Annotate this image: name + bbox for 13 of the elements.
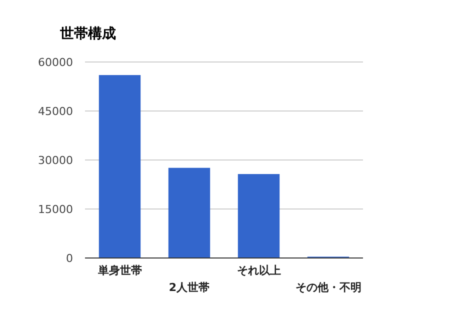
x-tick-label: 単身世帯 bbox=[96, 264, 142, 277]
bar bbox=[98, 75, 141, 258]
y-tick-label: 45000 bbox=[38, 105, 73, 118]
bar bbox=[238, 174, 280, 258]
bar bbox=[168, 168, 210, 258]
y-tick-label: 30000 bbox=[38, 154, 73, 167]
x-tick-label: その他・不明 bbox=[295, 281, 362, 294]
x-tick-label: 2人世帯 bbox=[168, 281, 210, 294]
y-tick-label: 15000 bbox=[38, 203, 73, 216]
x-tick-label: それ以上 bbox=[236, 264, 281, 277]
y-tick-label: 60000 bbox=[38, 56, 73, 69]
y-tick-label: 0 bbox=[66, 252, 73, 265]
chart-title: 世帯構成 bbox=[59, 26, 116, 42]
